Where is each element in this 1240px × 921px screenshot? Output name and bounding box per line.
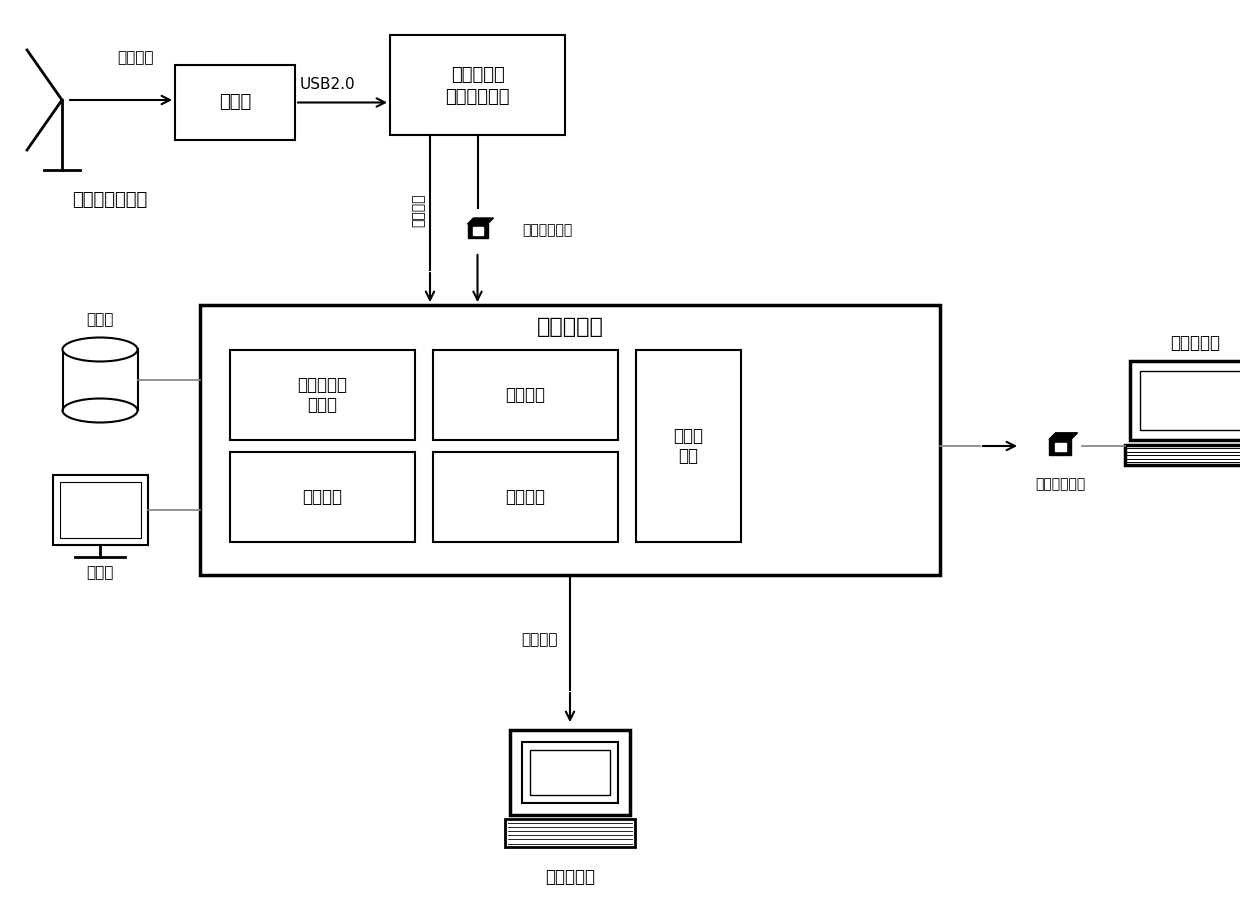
Text: 管理服务器: 管理服务器 [537,317,604,337]
Text: 显示器: 显示器 [87,565,114,580]
Bar [229,350,415,440]
Text: 人机交互: 人机交互 [303,488,342,506]
Polygon shape [472,227,482,235]
Bar [62,349,138,411]
Polygon shape [1049,439,1071,455]
Text: 雷达现场工作站: 雷达现场工作站 [72,191,148,209]
Text: USB2.0: USB2.0 [300,77,356,92]
Bar [522,742,618,803]
Text: 远程客户端: 远程客户端 [546,868,595,886]
Bar [1125,445,1240,465]
Bar [529,750,610,795]
Text: 采集卡: 采集卡 [219,94,252,111]
Text: 文件检索: 文件检索 [506,386,546,404]
Bar [229,452,415,542]
Text: （生成文件）: （生成文件） [445,88,510,106]
Polygon shape [467,224,487,238]
Ellipse shape [62,337,138,362]
Text: 文件截取: 文件截取 [506,488,546,506]
Text: 采集处理器: 采集处理器 [450,66,505,84]
Polygon shape [467,218,494,224]
Text: 网络传输: 网络传输 [410,193,425,227]
Text: 雷达回波: 雷达回波 [117,51,154,65]
Bar [200,305,940,575]
Bar [505,819,635,846]
Polygon shape [1054,443,1065,451]
Polygon shape [1049,433,1078,439]
Bar [391,35,565,135]
Text: 文件分级分
类存储: 文件分级分 类存储 [298,376,347,414]
Text: 通信协议: 通信协议 [522,633,558,647]
Ellipse shape [62,399,138,423]
Bar [510,730,630,815]
Bar [52,475,148,545]
Bar [433,350,618,440]
Text: 移动存储媒体: 移动存储媒体 [522,223,573,237]
Bar [175,65,295,140]
Text: 数据库: 数据库 [87,312,114,327]
Bar [60,482,140,538]
Text: 移动存储媒体: 移动存储媒体 [1035,477,1085,491]
Bar [636,350,742,542]
Bar [1140,371,1240,430]
Text: 文件再
编辑: 文件再 编辑 [673,426,703,465]
Bar [433,452,618,542]
Bar [1130,361,1240,440]
Text: 本地客户端: 本地客户端 [1171,334,1220,352]
